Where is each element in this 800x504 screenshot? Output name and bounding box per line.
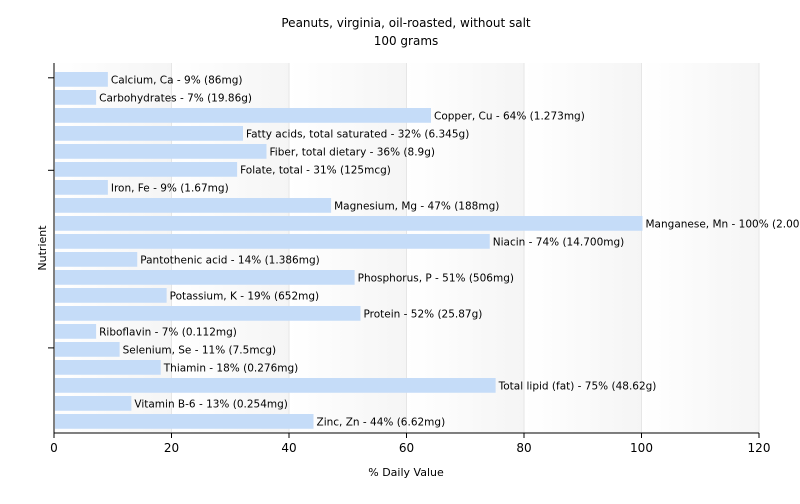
chart-title: Peanuts, virginia, oil-roasted, without … [281, 16, 531, 30]
bar-label: Copper, Cu - 64% (1.273mg) [434, 110, 585, 122]
bar [55, 270, 355, 285]
plot-band [642, 63, 760, 433]
bar [55, 396, 131, 411]
x-axis-label: % Daily Value [368, 466, 444, 479]
bar [55, 90, 96, 105]
bar [55, 288, 167, 303]
bar [55, 234, 490, 249]
bar [55, 252, 137, 267]
bar-label: Potassium, K - 19% (652mg) [170, 290, 320, 302]
bar-label: Magnesium, Mg - 47% (188mg) [334, 200, 499, 212]
bar [55, 108, 431, 123]
bar [55, 198, 331, 213]
chart-subtitle: 100 grams [374, 34, 439, 48]
x-tick-label: 60 [399, 441, 414, 455]
x-tick-label: 20 [164, 441, 179, 455]
bar [55, 324, 96, 339]
x-tick-labels: 0 20 40 60 80 100 120 [50, 441, 770, 455]
x-tick-label: 120 [748, 441, 771, 455]
bar-label: Fiber, total dietary - 36% (8.9g) [270, 146, 435, 158]
bar [55, 306, 361, 321]
bar-label: Protein - 52% (25.87g) [364, 308, 483, 320]
bar [55, 360, 161, 375]
bar [55, 180, 108, 195]
bar-label: Iron, Fe - 9% (1.67mg) [111, 182, 229, 194]
bar [55, 216, 643, 231]
bar-label: Calcium, Ca - 9% (86mg) [111, 74, 243, 86]
bar-label: Fatty acids, total saturated - 32% (6.34… [246, 128, 469, 140]
bar-label: Pantothenic acid - 14% (1.386mg) [140, 254, 319, 266]
bar-label: Niacin - 74% (14.700mg) [493, 236, 625, 248]
x-tick-label: 0 [50, 441, 58, 455]
bar-label: Vitamin B-6 - 13% (0.254mg) [134, 398, 288, 410]
bar [55, 144, 267, 159]
bar-label: Selenium, Se - 11% (7.5mcg) [123, 344, 276, 356]
x-tick-label: 100 [630, 441, 653, 455]
x-tick-label: 80 [516, 441, 531, 455]
bar [55, 414, 314, 429]
bar-label: Riboflavin - 7% (0.112mg) [99, 326, 237, 338]
bar-label: Thiamin - 18% (0.276mg) [163, 362, 299, 374]
bar [55, 162, 237, 177]
bar-label: Total lipid (fat) - 75% (48.62g) [498, 380, 657, 392]
bar [55, 342, 120, 357]
bar-label: Zinc, Zn - 44% (6.62mg) [317, 416, 446, 428]
bar-label: Manganese, Mn - 100% (2.008mg) [646, 218, 800, 230]
bar [55, 72, 108, 87]
bar-label: Folate, total - 31% (125mcg) [240, 164, 391, 176]
bar [55, 126, 243, 141]
bar-label: Phosphorus, P - 51% (506mg) [358, 272, 514, 284]
bar-label: Carbohydrates - 7% (19.86g) [99, 92, 252, 104]
x-tick-label: 40 [281, 441, 296, 455]
y-axis-label: Nutrient [36, 225, 49, 271]
bar [55, 378, 496, 393]
